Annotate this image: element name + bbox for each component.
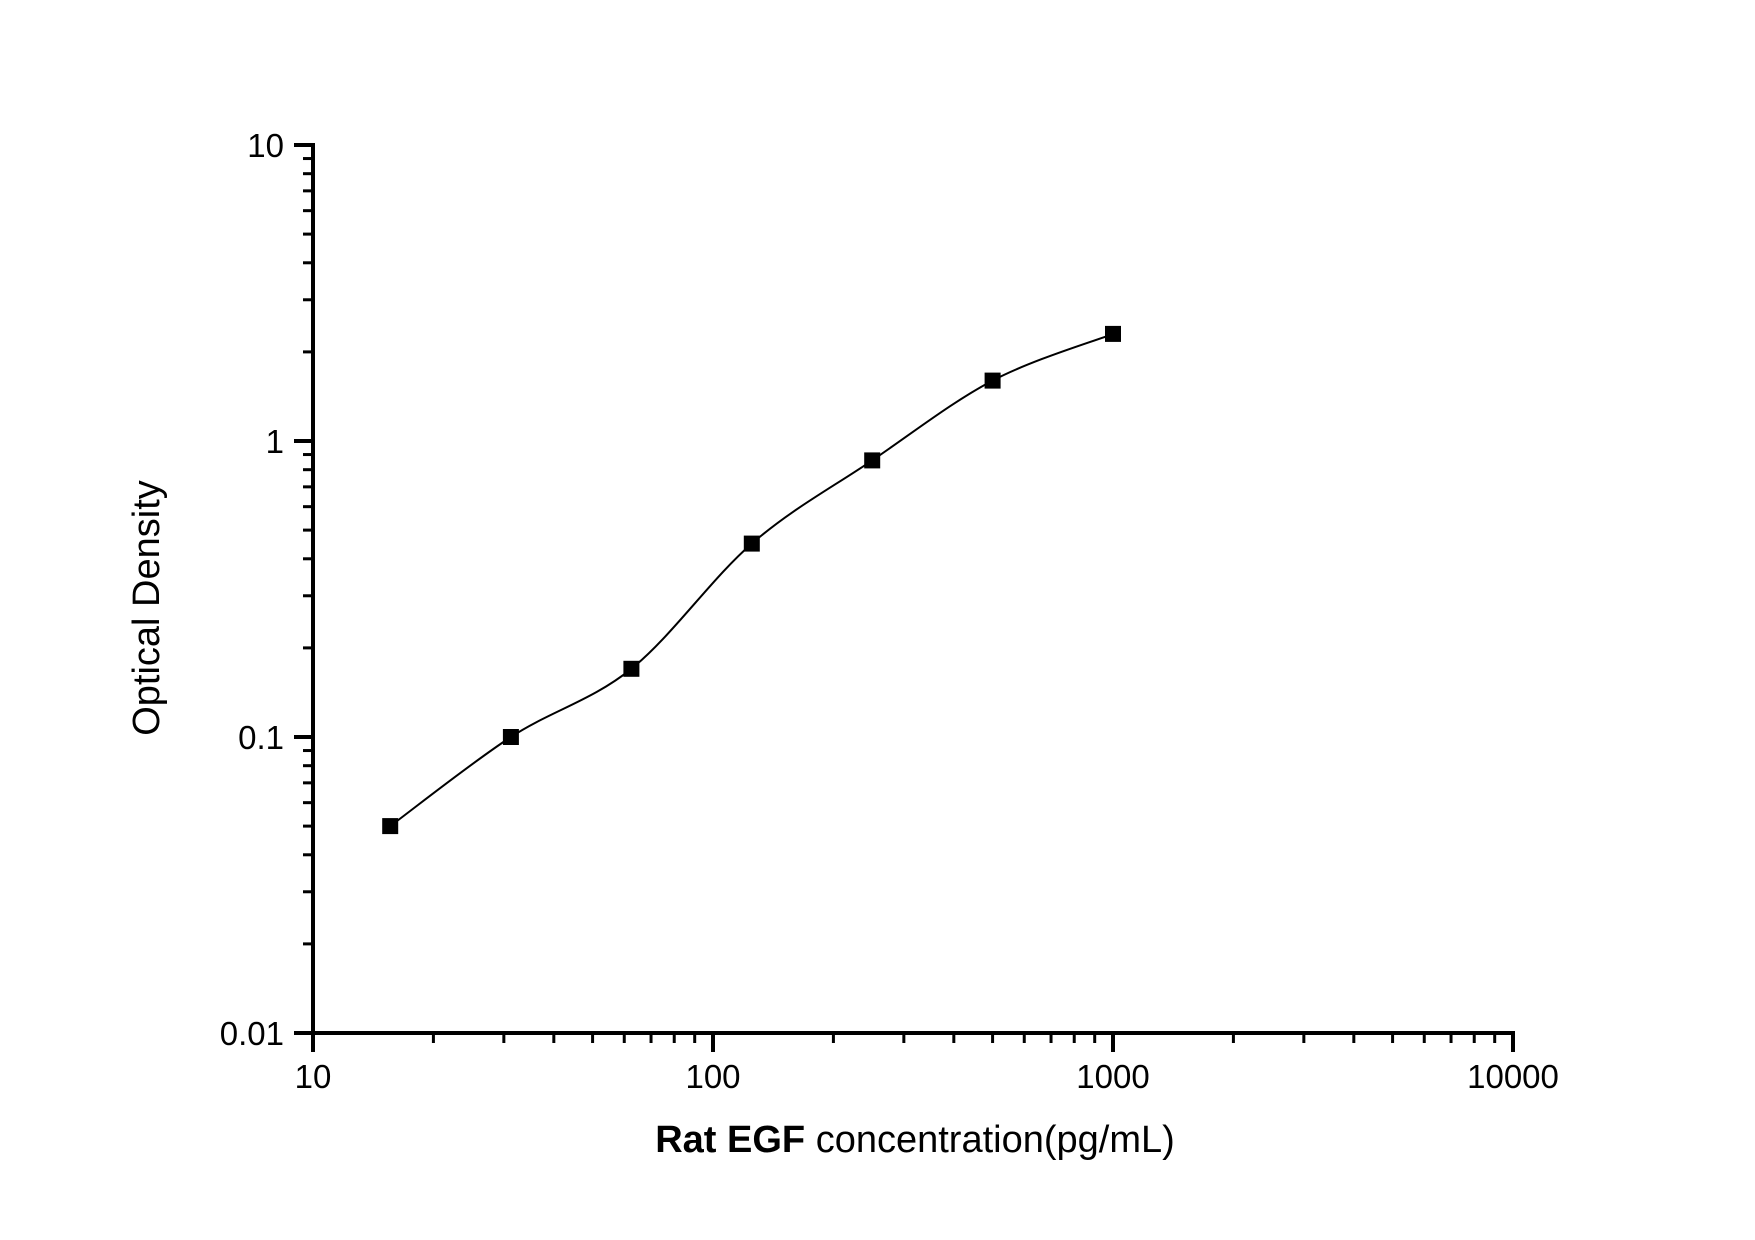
y-tick-label: 1 — [266, 423, 284, 460]
x-axis-title-units: concentration(pg/mL) — [805, 1119, 1175, 1161]
data-point-marker — [864, 452, 881, 469]
x-tick-label: 10 — [295, 1058, 332, 1095]
y-tick-label: 10 — [247, 127, 284, 164]
data-point-marker — [502, 729, 519, 745]
data-point-marker — [1105, 325, 1121, 342]
y-tick-label: 0.01 — [220, 1015, 284, 1052]
x-tick-label: 10000 — [1467, 1058, 1559, 1095]
x-tick-label: 100 — [685, 1058, 740, 1095]
y-tick-label: 0.1 — [238, 719, 284, 756]
x-axis-title: Rat EGF concentration(pg/mL) — [655, 1121, 1175, 1159]
y-axis-title: Optical Density — [126, 480, 168, 736]
data-point-marker — [382, 818, 399, 835]
x-axis-title-analyte: Rat EGF — [655, 1119, 806, 1161]
data-point-marker — [984, 372, 1001, 389]
y-axis-title-text: Optical Density — [126, 480, 168, 736]
data-point-marker — [623, 660, 640, 677]
x-tick-label: 1000 — [1076, 1058, 1149, 1095]
standard-curve-fit-line — [389, 332, 1114, 827]
data-point-marker — [743, 535, 760, 552]
